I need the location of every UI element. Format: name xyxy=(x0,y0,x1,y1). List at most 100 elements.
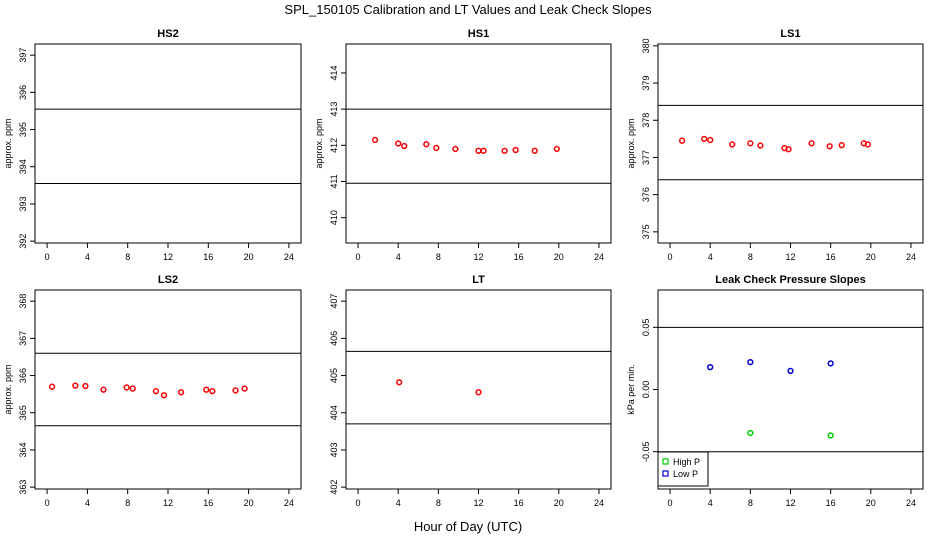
data-point xyxy=(100,386,107,393)
data-point xyxy=(209,388,216,395)
panel-title: Leak Check Pressure Slopes xyxy=(715,274,865,286)
data-point xyxy=(160,392,168,399)
y-tick-label: 414 xyxy=(329,65,339,80)
data-point xyxy=(433,144,440,151)
legend: High P Low P xyxy=(657,451,709,487)
y-tick-label: 364 xyxy=(18,442,28,457)
data-point xyxy=(480,147,487,154)
y-tick-label: 375 xyxy=(641,224,651,239)
x-tick-label: 16 xyxy=(203,252,213,262)
data-point xyxy=(423,141,430,148)
data-point xyxy=(785,146,792,153)
x-tick-label: 12 xyxy=(163,252,173,262)
y-tick-label: 395 xyxy=(18,122,28,137)
chart-panel-6: Leak Check Pressure Slopes 0 4 8 12 16 20 24 -0.… xyxy=(626,274,924,508)
data-point xyxy=(747,358,754,366)
x-tick-label: 16 xyxy=(826,252,836,262)
data-point xyxy=(826,143,833,150)
y-tick-label: 405 xyxy=(329,368,339,383)
y-tick-label: 380 xyxy=(641,38,651,53)
x-tick-label: 4 xyxy=(396,252,401,262)
y-tick-label: 403 xyxy=(329,442,339,457)
x-tick-label: 12 xyxy=(163,498,173,508)
data-point xyxy=(827,432,834,439)
data-point xyxy=(475,147,482,154)
y-tick-label: 393 xyxy=(18,196,28,211)
x-tick-label: 4 xyxy=(708,252,713,262)
x-tick-label: 12 xyxy=(785,498,795,508)
y-tick-label: -0.05 xyxy=(641,441,651,462)
x-tick-label: 16 xyxy=(203,498,213,508)
x-tick-label: 0 xyxy=(356,498,361,508)
data-point xyxy=(241,385,248,392)
panel-title: LS1 xyxy=(780,28,800,40)
legend-box xyxy=(657,451,709,487)
figure-x-axis-label: Hour of Day (UTC) xyxy=(414,519,522,534)
chart-panel-1: HS2 0 4 8 12 16 20 24 392 393 394 395 396 397 approx. … xyxy=(3,28,302,262)
data-point xyxy=(72,382,79,389)
data-point xyxy=(501,147,508,154)
legend-marker xyxy=(662,458,669,465)
x-tick-label: 4 xyxy=(85,498,90,508)
y-tick-label: 379 xyxy=(641,76,651,91)
panel-title: LS2 xyxy=(158,274,178,286)
legend-label: Low P xyxy=(673,469,698,479)
data-point xyxy=(787,367,794,374)
chart-panel-2: HS1 0 4 8 12 16 20 24 410 411 412 413 414 approx. ppm xyxy=(314,28,612,262)
y-tick-label: 363 xyxy=(18,480,28,495)
data-point xyxy=(678,137,686,144)
x-tick-label: 8 xyxy=(748,252,753,262)
x-tick-label: 24 xyxy=(906,252,916,262)
x-tick-label: 24 xyxy=(284,252,294,262)
data-point xyxy=(232,387,239,394)
x-tick-label: 24 xyxy=(284,498,294,508)
data-point xyxy=(729,141,736,148)
y-tick-label: 392 xyxy=(18,234,28,249)
legend-label: High P xyxy=(673,457,700,467)
y-axis-label: approx. ppm xyxy=(3,364,13,414)
y-axis-label: kPa per min. xyxy=(626,364,636,415)
x-tick-label: 12 xyxy=(785,252,795,262)
x-tick-label: 0 xyxy=(45,498,50,508)
x-tick-label: 16 xyxy=(826,498,836,508)
data-point xyxy=(701,135,708,143)
x-tick-label: 20 xyxy=(554,498,564,508)
x-tick-label: 12 xyxy=(473,498,483,508)
x-tick-label: 4 xyxy=(85,252,90,262)
plot-frame xyxy=(657,43,924,244)
y-tick-label: 396 xyxy=(18,85,28,100)
data-point xyxy=(747,140,754,147)
chart-panel-3: LS1 0 4 8 12 16 20 24 375 376 377 378 379 380 approx. … xyxy=(626,28,924,262)
x-tick-label: 0 xyxy=(45,252,50,262)
y-tick-label: 368 xyxy=(18,294,28,309)
x-tick-label: 20 xyxy=(244,498,254,508)
plot-frame xyxy=(34,43,302,244)
data-point xyxy=(123,384,130,391)
x-tick-label: 4 xyxy=(396,498,401,508)
data-point xyxy=(129,385,136,392)
x-tick-label: 16 xyxy=(514,252,524,262)
figure-title: SPL_150105 Calibration and LT Values and… xyxy=(284,2,652,17)
y-tick-label: 397 xyxy=(18,48,28,63)
data-point xyxy=(152,388,160,395)
x-tick-label: 20 xyxy=(866,252,876,262)
data-point xyxy=(48,383,56,390)
data-point xyxy=(707,363,714,371)
x-tick-label: 24 xyxy=(594,252,604,262)
y-tick-label: 378 xyxy=(641,113,651,128)
data-point xyxy=(808,140,815,147)
chart-panels: HS2 0 4 8 12 16 20 24 392 393 394 395 396 397 approx. … xyxy=(3,28,924,508)
data-point xyxy=(707,136,714,144)
y-tick-label: 365 xyxy=(18,405,28,420)
x-tick-label: 24 xyxy=(906,498,916,508)
x-tick-label: 24 xyxy=(594,498,604,508)
y-tick-label: 407 xyxy=(329,294,339,309)
y-tick-label: 366 xyxy=(18,368,28,383)
data-point xyxy=(864,141,871,148)
y-tick-label: 411 xyxy=(329,174,339,188)
data-point xyxy=(371,136,379,144)
y-tick-label: 394 xyxy=(18,159,28,174)
chart-panel-5: LT 0 4 8 12 16 20 24 402 403 404 405 406 407 xyxy=(329,274,612,508)
data-point xyxy=(512,146,519,154)
x-tick-label: 0 xyxy=(356,252,361,262)
